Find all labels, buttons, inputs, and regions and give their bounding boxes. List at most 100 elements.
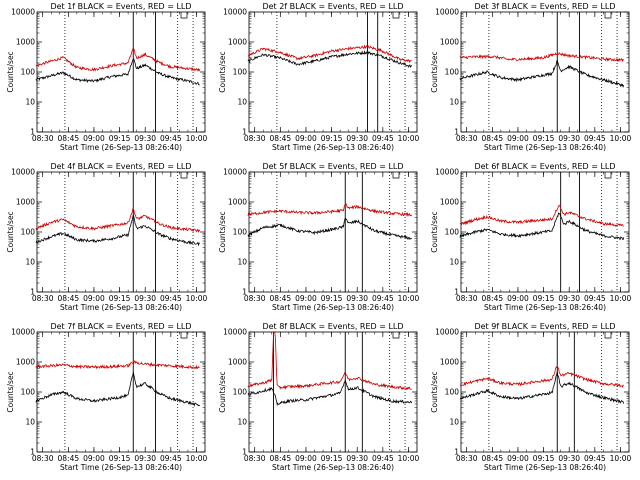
panel-2: Det 2f BLACK = Events, RED = LLD 1 10 100 10… xyxy=(218,2,419,152)
series-line-lld xyxy=(35,208,201,233)
y-axis-label: Counts/sec xyxy=(430,371,439,412)
x-tick-label: 09:45 xyxy=(372,134,394,143)
x-tick-label: 09:30 xyxy=(558,454,580,463)
bracket-glyph xyxy=(604,172,612,179)
x-axis-label: Start Time (26-Sep-13 08:26:40) xyxy=(484,303,606,312)
x-tick-label: 09:45 xyxy=(584,134,606,143)
panel-4: Det 4f BLACK = Events, RED = LLD 1 10 100 10… xyxy=(6,162,207,312)
x-tick-label: 08:30 xyxy=(456,294,478,303)
series-line-lld xyxy=(247,331,412,391)
x-tick-label: 08:30 xyxy=(32,294,54,303)
y-tick-label: 1000 xyxy=(440,38,459,47)
x-tick-label: 10:00 xyxy=(398,454,420,463)
y-tick-label: 10000 xyxy=(223,8,247,17)
bracket-glyph xyxy=(604,12,612,19)
x-tick-label: 08:45 xyxy=(482,454,504,463)
panel-8: Det 8f BLACK = Events, RED = LLD 1 10 100 10… xyxy=(218,322,419,472)
plot-frame xyxy=(460,171,630,293)
x-tick-label: 10:00 xyxy=(186,454,208,463)
y-tick-label: 10000 xyxy=(11,328,35,337)
y-tick-label: 100 xyxy=(21,388,36,397)
y-tick-label: 10000 xyxy=(223,328,247,337)
x-tick-label: 10:00 xyxy=(610,454,632,463)
plot-frame xyxy=(36,11,206,133)
x-tick-label: 08:45 xyxy=(270,134,292,143)
x-tick-label: 09:45 xyxy=(160,294,182,303)
panel-7: Det 7f BLACK = Events, RED = LLD 1 10 100 10… xyxy=(6,322,207,472)
y-tick-label: 1000 xyxy=(16,38,35,47)
panel-5: Det 5f BLACK = Events, RED = LLD 1 10 100 10… xyxy=(218,162,419,312)
x-tick-label: 08:30 xyxy=(244,134,266,143)
series-line-events xyxy=(247,217,412,241)
panel-title: Det 5f BLACK = Events, RED = LLD xyxy=(262,162,403,171)
series-line-lld xyxy=(247,203,413,218)
x-tick-label: 09:45 xyxy=(584,294,606,303)
bracket-glyph xyxy=(180,172,188,179)
bracket-glyph xyxy=(604,332,612,339)
panel-6: Det 6f BLACK = Events, RED = LLD 1 10 100 10… xyxy=(430,162,631,312)
panel-title: Det 9f BLACK = Events, RED = LLD xyxy=(474,322,615,331)
x-axis-label: Start Time (26-Sep-13 08:26:40) xyxy=(60,143,182,152)
y-axis-label: Counts/sec xyxy=(218,51,227,92)
y-axis-label: Counts/sec xyxy=(430,51,439,92)
x-tick-label: 09:00 xyxy=(507,454,529,463)
y-tick-label: 10000 xyxy=(435,168,459,177)
y-tick-label: 1 xyxy=(454,288,459,297)
y-tick-label: 10000 xyxy=(11,8,35,17)
series-line-lld xyxy=(459,204,624,228)
x-tick-label: 09:15 xyxy=(533,454,555,463)
panel-title: Det 6f BLACK = Events, RED = LLD xyxy=(474,162,615,171)
plot-frame xyxy=(248,331,418,453)
panel-title: Det 4f BLACK = Events, RED = LLD xyxy=(50,162,191,171)
x-tick-label: 10:00 xyxy=(186,134,208,143)
panel-3: Det 3f BLACK = Events, RED = LLD 1 10 100 10… xyxy=(430,2,631,152)
x-tick-label: 08:30 xyxy=(244,454,266,463)
y-tick-label: 10 xyxy=(237,258,247,267)
y-tick-label: 1 xyxy=(30,448,35,457)
x-axis-label: Start Time (26-Sep-13 08:26:40) xyxy=(484,463,606,472)
x-tick-label: 09:00 xyxy=(507,294,529,303)
y-tick-label: 10000 xyxy=(435,328,459,337)
x-tick-label: 09:30 xyxy=(558,294,580,303)
x-tick-label: 09:15 xyxy=(109,454,131,463)
panel-title: Det 7f BLACK = Events, RED = LLD xyxy=(50,322,191,331)
x-tick-label: 08:30 xyxy=(244,294,266,303)
y-tick-label: 1 xyxy=(30,288,35,297)
x-tick-label: 08:30 xyxy=(456,134,478,143)
x-tick-label: 08:30 xyxy=(32,134,54,143)
x-tick-label: 08:45 xyxy=(482,294,504,303)
x-tick-label: 09:30 xyxy=(346,134,368,143)
x-tick-label: 09:30 xyxy=(558,134,580,143)
x-tick-label: 09:15 xyxy=(533,134,555,143)
x-tick-label: 08:45 xyxy=(270,454,292,463)
x-tick-label: 10:00 xyxy=(398,294,420,303)
y-tick-label: 1000 xyxy=(440,358,459,367)
y-tick-label: 100 xyxy=(233,228,248,237)
bracket-glyph xyxy=(392,172,400,179)
x-tick-label: 10:00 xyxy=(610,134,632,143)
panel-title: Det 3f BLACK = Events, RED = LLD xyxy=(474,2,615,11)
y-tick-label: 10 xyxy=(449,258,459,267)
x-tick-label: 08:45 xyxy=(482,134,504,143)
x-tick-label: 09:00 xyxy=(295,134,317,143)
series-line-events xyxy=(459,371,625,404)
x-axis-label: Start Time (26-Sep-13 08:26:40) xyxy=(272,303,394,312)
y-tick-label: 1 xyxy=(242,448,247,457)
x-tick-label: 09:15 xyxy=(321,294,343,303)
x-tick-label: 08:45 xyxy=(58,294,80,303)
x-axis-label: Start Time (26-Sep-13 08:26:40) xyxy=(60,463,182,472)
y-tick-label: 10 xyxy=(237,418,247,427)
y-tick-label: 1 xyxy=(30,128,35,137)
x-tick-label: 09:15 xyxy=(109,294,131,303)
bracket-glyph xyxy=(392,12,400,19)
y-tick-label: 100 xyxy=(21,228,36,237)
x-tick-label: 09:00 xyxy=(83,294,105,303)
x-tick-label: 09:45 xyxy=(372,294,394,303)
plot-frame xyxy=(36,171,206,293)
x-tick-label: 10:00 xyxy=(398,134,420,143)
y-axis-label: Counts/sec xyxy=(430,211,439,252)
x-tick-label: 09:00 xyxy=(295,294,317,303)
x-tick-label: 08:30 xyxy=(456,454,478,463)
x-tick-label: 09:00 xyxy=(83,134,105,143)
